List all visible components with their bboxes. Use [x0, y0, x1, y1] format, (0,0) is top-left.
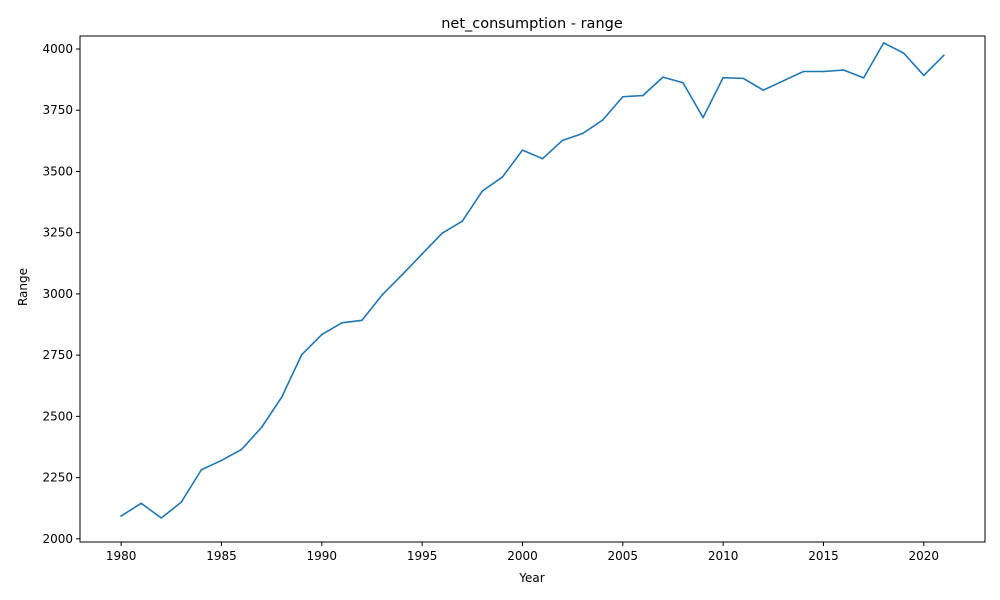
x-tick-label: 1980: [106, 549, 137, 563]
series-line: [120, 42, 945, 519]
y-tick-label: 2000: [42, 532, 73, 546]
data-point: [581, 132, 584, 135]
data-point: [220, 459, 223, 462]
data-point: [441, 232, 444, 234]
y-tick-label: 3250: [42, 226, 73, 240]
data-point: [943, 54, 945, 57]
y-tick-label: 3750: [42, 103, 73, 117]
data-point: [541, 157, 544, 160]
x-tick-label: 2015: [808, 549, 839, 563]
data-point: [702, 116, 704, 119]
data-point: [160, 517, 163, 519]
data-point: [240, 448, 243, 451]
data-point: [200, 468, 203, 471]
data-point: [822, 70, 825, 73]
data-point: [421, 253, 423, 255]
data-point: [882, 42, 885, 44]
x-tick-label: 2005: [608, 549, 639, 563]
x-tick-label: 1995: [407, 549, 438, 563]
data-point: [481, 190, 484, 192]
x-tick-label: 2010: [708, 549, 739, 563]
data-point: [842, 69, 845, 71]
y-tick-label: 3500: [42, 164, 73, 178]
data-point: [461, 220, 464, 222]
plot-area: [120, 42, 945, 519]
data-point: [902, 52, 905, 54]
x-tick-label: 1985: [206, 549, 237, 563]
data-point: [361, 319, 363, 322]
data-point: [922, 74, 925, 77]
x-tick-label: 2000: [507, 549, 538, 563]
y-tick-label: 3000: [42, 287, 73, 301]
data-point: [120, 515, 122, 517]
data-point: [521, 149, 524, 151]
data-point: [321, 333, 323, 336]
data-point: [742, 77, 744, 80]
data-point: [802, 70, 805, 73]
data-point: [662, 76, 664, 78]
data-point: [280, 396, 283, 399]
x-axis-label: Year: [518, 571, 544, 585]
data-point: [862, 77, 865, 79]
x-tick-label: 1990: [307, 549, 338, 563]
x-axis: 1980 1985 1990 1995 2000 2005 2010 2015 2020: [106, 542, 939, 563]
data-point: [621, 95, 624, 98]
y-tick-label: 2250: [42, 471, 73, 485]
y-axis-label: Range: [16, 268, 30, 306]
data-point: [762, 89, 765, 91]
data-point: [561, 139, 564, 142]
y-axis: 2000 2250 2500 2750 3000 3250 3500 3750 4000: [42, 42, 80, 546]
data-point: [180, 501, 183, 503]
chart-title: net_consumption - range: [441, 16, 623, 32]
y-tick-label: 2500: [42, 409, 73, 423]
data-point: [501, 176, 504, 178]
data-point: [601, 119, 604, 121]
data-point: [401, 273, 403, 276]
data-point: [140, 502, 143, 505]
data-point: [682, 81, 684, 84]
data-point: [722, 76, 724, 79]
x-tick-label: 2020: [909, 549, 940, 563]
data-point: [782, 80, 785, 82]
y-tick-label: 2750: [42, 348, 73, 362]
data-point: [300, 353, 303, 356]
plot-frame: [79, 35, 986, 543]
data-point: [260, 426, 263, 429]
data-point: [341, 321, 343, 324]
data-point: [642, 94, 644, 97]
y-tick-label: 4000: [42, 42, 73, 56]
data-point: [381, 294, 383, 296]
